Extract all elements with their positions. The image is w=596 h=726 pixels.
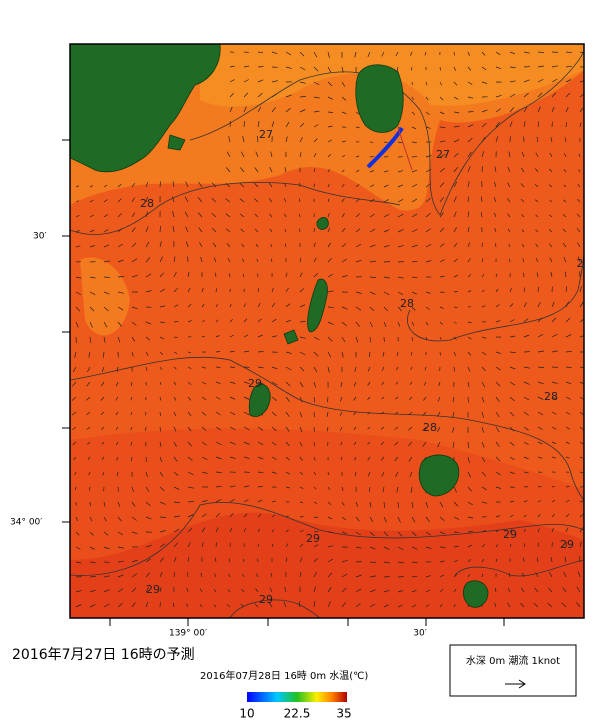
current-arrow bbox=[300, 183, 301, 187]
current-arrow bbox=[258, 67, 263, 68]
current-arrow bbox=[216, 352, 220, 353]
contour-label: 2 bbox=[577, 257, 584, 270]
lat-label: 34° 00′ bbox=[10, 518, 42, 528]
contour-label: 28 bbox=[423, 421, 437, 434]
island bbox=[463, 581, 488, 608]
current-arrow bbox=[258, 544, 259, 547]
current-arrow bbox=[398, 577, 404, 578]
contour-label: 28 bbox=[400, 297, 414, 310]
current-arrow bbox=[146, 427, 147, 431]
contour-label: 29 bbox=[560, 538, 574, 551]
map-area: 27 27 28 28 29 28 28 29 29 29 29 29 2 bbox=[70, 44, 586, 618]
colorbar bbox=[247, 692, 347, 702]
current-arrow bbox=[300, 517, 304, 518]
current-arrow bbox=[160, 517, 166, 518]
current-arrow bbox=[468, 397, 469, 403]
contour-label: 29 bbox=[306, 532, 320, 545]
island bbox=[356, 65, 403, 133]
current-arrow bbox=[90, 502, 91, 506]
title: 2016年7月27日 16時の予測 bbox=[12, 647, 195, 663]
current-arrow bbox=[160, 182, 161, 188]
current-arrow bbox=[104, 277, 110, 278]
contour-label: 27 bbox=[436, 148, 450, 161]
legend-box bbox=[450, 645, 576, 696]
colorbar-label: 35 bbox=[336, 707, 351, 721]
contour-label: 28 bbox=[140, 197, 154, 210]
current-arrow bbox=[524, 136, 525, 142]
legend-text: 水深 0m 潮流 1knot bbox=[466, 654, 560, 667]
lon-label: 139° 00′ bbox=[169, 629, 207, 639]
current-arrow bbox=[524, 558, 525, 562]
contour-label: 29 bbox=[259, 593, 273, 606]
lon-label: 30′ bbox=[413, 629, 427, 639]
current-arrow bbox=[160, 412, 161, 416]
colorbar-label: 10 bbox=[239, 707, 254, 721]
current-arrow bbox=[230, 121, 231, 127]
colorbar-label: 22.5 bbox=[284, 707, 311, 721]
current-arrow bbox=[384, 577, 390, 578]
current-arrow bbox=[468, 112, 474, 113]
current-arrow bbox=[370, 562, 376, 563]
contour-label: 29 bbox=[503, 528, 517, 541]
lat-label: 30′ bbox=[33, 232, 47, 242]
contour-label: 27 bbox=[259, 128, 273, 141]
current-arrow bbox=[258, 352, 263, 353]
contour-label: 29 bbox=[146, 583, 160, 596]
current-arrow bbox=[314, 184, 315, 187]
current-arrow bbox=[440, 127, 445, 128]
current-arrow bbox=[118, 277, 124, 278]
current-arrow bbox=[146, 412, 147, 415]
current-arrow bbox=[482, 166, 483, 172]
current-arrow bbox=[258, 559, 259, 562]
contour-label: 29 bbox=[248, 377, 262, 390]
subtitle: 2016年07月28日 16時 0m 水温(℃) bbox=[200, 669, 368, 682]
contour-label: 28 bbox=[544, 390, 558, 403]
